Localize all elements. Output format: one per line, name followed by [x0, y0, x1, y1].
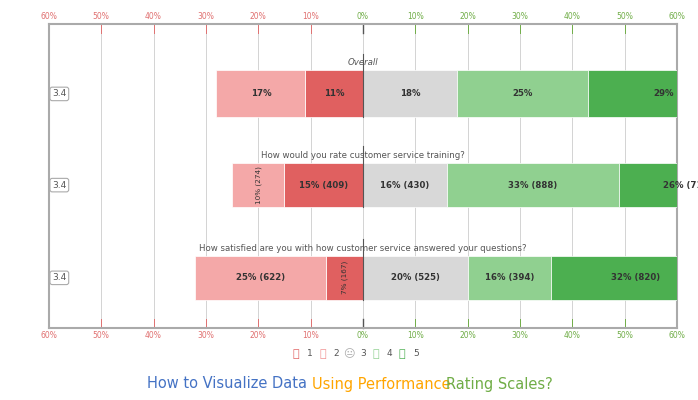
- Text: 4: 4: [387, 350, 392, 358]
- Text: 50%: 50%: [93, 12, 110, 21]
- Text: 1: 1: [307, 350, 313, 358]
- Text: 20%: 20%: [250, 12, 267, 21]
- Text: 🙂: 🙂: [399, 349, 406, 359]
- Text: 3.4: 3.4: [52, 273, 66, 282]
- Text: Using Performance: Using Performance: [311, 376, 455, 392]
- Text: 60%: 60%: [40, 12, 57, 21]
- Text: 50%: 50%: [93, 331, 110, 340]
- Text: 30%: 30%: [198, 331, 214, 340]
- Text: 10%: 10%: [302, 12, 319, 21]
- Text: 20% (525): 20% (525): [391, 273, 440, 282]
- Text: 0%: 0%: [357, 12, 369, 21]
- Bar: [468, 256, 551, 300]
- Text: 40%: 40%: [564, 12, 581, 21]
- Text: How to Visualize Data: How to Visualize Data: [147, 376, 312, 392]
- Text: 26% (710): 26% (710): [663, 181, 698, 190]
- Text: 3.4: 3.4: [52, 90, 66, 98]
- Bar: [619, 163, 698, 207]
- Text: 30%: 30%: [512, 331, 528, 340]
- Text: 32% (820): 32% (820): [611, 273, 660, 282]
- Text: 😐: 😐: [343, 349, 355, 359]
- Text: 20%: 20%: [459, 331, 476, 340]
- Text: 🙁: 🙁: [292, 349, 299, 359]
- Bar: [447, 163, 619, 207]
- Text: 2: 2: [334, 350, 339, 358]
- Text: 3: 3: [360, 350, 366, 358]
- Text: 🙂: 🙂: [372, 349, 379, 359]
- Text: 25%: 25%: [512, 90, 533, 98]
- Text: 0%: 0%: [357, 331, 369, 340]
- Text: 10%: 10%: [407, 331, 424, 340]
- Text: 50%: 50%: [616, 12, 633, 21]
- Text: 33% (888): 33% (888): [508, 181, 558, 190]
- Bar: [588, 70, 698, 118]
- Text: 40%: 40%: [145, 331, 162, 340]
- Text: 20%: 20%: [250, 331, 267, 340]
- Bar: [363, 70, 457, 118]
- Text: 10%: 10%: [407, 12, 424, 21]
- Bar: [551, 256, 698, 300]
- Text: 30%: 30%: [512, 12, 528, 21]
- Text: 🙁: 🙁: [319, 349, 326, 359]
- Bar: [306, 70, 363, 118]
- Text: 40%: 40%: [145, 12, 162, 21]
- Text: 50%: 50%: [616, 331, 633, 340]
- Text: 7% (167): 7% (167): [341, 261, 348, 294]
- Text: 11%: 11%: [324, 90, 344, 98]
- Bar: [195, 256, 326, 300]
- Text: Overall: Overall: [348, 58, 378, 67]
- Text: 16% (430): 16% (430): [380, 181, 429, 190]
- Text: 16% (394): 16% (394): [485, 273, 534, 282]
- Text: Rating Scales?: Rating Scales?: [446, 376, 553, 392]
- Text: 60%: 60%: [669, 331, 685, 340]
- Text: 29%: 29%: [654, 90, 674, 98]
- Bar: [232, 163, 284, 207]
- Text: 40%: 40%: [564, 331, 581, 340]
- Text: 17%: 17%: [251, 90, 272, 98]
- Text: 30%: 30%: [198, 12, 214, 21]
- Bar: [457, 70, 588, 118]
- Text: 18%: 18%: [400, 90, 420, 98]
- Bar: [363, 163, 447, 207]
- Bar: [363, 256, 468, 300]
- Text: 10%: 10%: [302, 331, 319, 340]
- Text: 60%: 60%: [669, 12, 685, 21]
- Text: 60%: 60%: [40, 331, 57, 340]
- Bar: [285, 163, 363, 207]
- Text: 25% (622): 25% (622): [237, 273, 285, 282]
- Text: How would you rate customer service training?: How would you rate customer service trai…: [261, 151, 465, 160]
- Bar: [216, 70, 306, 118]
- Bar: [326, 256, 363, 300]
- Text: How satisfied are you with how customer service answered your questions?: How satisfied are you with how customer …: [199, 244, 527, 253]
- Text: 20%: 20%: [459, 12, 476, 21]
- Text: 5: 5: [413, 350, 419, 358]
- Text: 10% (274): 10% (274): [255, 166, 262, 204]
- Text: 3.4: 3.4: [52, 181, 66, 190]
- Text: 15% (409): 15% (409): [299, 181, 348, 190]
